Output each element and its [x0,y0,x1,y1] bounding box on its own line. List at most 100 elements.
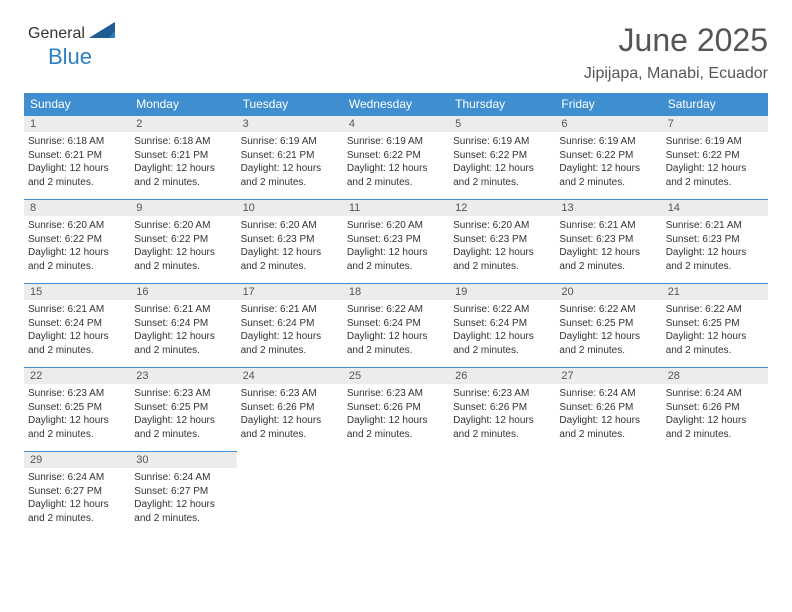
day-number: 4 [343,116,449,132]
day-number: 22 [24,368,130,384]
day-number: 15 [24,284,130,300]
day-details: Sunrise: 6:24 AMSunset: 6:27 PMDaylight:… [130,468,236,535]
sunset-line: Sunset: 6:26 PM [559,401,657,415]
daylight-line: Daylight: 12 hours and 2 minutes. [559,246,657,273]
day-details: Sunrise: 6:19 AMSunset: 6:22 PMDaylight:… [343,132,449,199]
day-number: 6 [555,116,661,132]
sunrise-line: Sunrise: 6:19 AM [453,135,551,149]
calendar-cell: 26Sunrise: 6:23 AMSunset: 6:26 PMDayligh… [449,368,555,452]
daylight-line: Daylight: 12 hours and 2 minutes. [666,162,764,189]
day-details: Sunrise: 6:19 AMSunset: 6:22 PMDaylight:… [449,132,555,199]
day-number: 7 [662,116,768,132]
day-details: Sunrise: 6:20 AMSunset: 6:22 PMDaylight:… [24,216,130,283]
sunrise-line: Sunrise: 6:18 AM [28,135,126,149]
calendar-cell: 8Sunrise: 6:20 AMSunset: 6:22 PMDaylight… [24,200,130,284]
sunrise-line: Sunrise: 6:21 AM [559,219,657,233]
day-details: Sunrise: 6:21 AMSunset: 6:24 PMDaylight:… [130,300,236,367]
sunrise-line: Sunrise: 6:21 AM [241,303,339,317]
daylight-line: Daylight: 12 hours and 2 minutes. [453,162,551,189]
weekday-header-row: Sunday Monday Tuesday Wednesday Thursday… [24,93,768,116]
sunset-line: Sunset: 6:23 PM [347,233,445,247]
sunrise-line: Sunrise: 6:23 AM [347,387,445,401]
sunset-line: Sunset: 6:23 PM [453,233,551,247]
daylight-line: Daylight: 12 hours and 2 minutes. [134,246,232,273]
sunset-line: Sunset: 6:22 PM [134,233,232,247]
weekday-header: Tuesday [237,93,343,116]
daylight-line: Daylight: 12 hours and 2 minutes. [559,414,657,441]
day-number: 11 [343,200,449,216]
calendar-cell: 14Sunrise: 6:21 AMSunset: 6:23 PMDayligh… [662,200,768,284]
calendar-cell: 29Sunrise: 6:24 AMSunset: 6:27 PMDayligh… [24,452,130,536]
day-details: Sunrise: 6:21 AMSunset: 6:23 PMDaylight:… [555,216,661,283]
day-details: Sunrise: 6:22 AMSunset: 6:25 PMDaylight:… [662,300,768,367]
day-details: Sunrise: 6:20 AMSunset: 6:23 PMDaylight:… [343,216,449,283]
logo-triangle-icon [89,22,115,45]
calendar-cell: 1Sunrise: 6:18 AMSunset: 6:21 PMDaylight… [24,116,130,200]
day-number: 30 [130,452,236,468]
sunset-line: Sunset: 6:23 PM [559,233,657,247]
day-number: 29 [24,452,130,468]
daylight-line: Daylight: 12 hours and 2 minutes. [559,162,657,189]
daylight-line: Daylight: 12 hours and 2 minutes. [28,414,126,441]
daylight-line: Daylight: 12 hours and 2 minutes. [453,414,551,441]
sunset-line: Sunset: 6:22 PM [559,149,657,163]
sunset-line: Sunset: 6:21 PM [241,149,339,163]
weekday-header: Monday [130,93,236,116]
weekday-header: Friday [555,93,661,116]
sunrise-line: Sunrise: 6:22 AM [453,303,551,317]
daylight-line: Daylight: 12 hours and 2 minutes. [666,330,764,357]
sunset-line: Sunset: 6:24 PM [134,317,232,331]
day-details: Sunrise: 6:19 AMSunset: 6:22 PMDaylight:… [662,132,768,199]
daylight-line: Daylight: 12 hours and 2 minutes. [241,246,339,273]
sunrise-line: Sunrise: 6:24 AM [28,471,126,485]
day-details: Sunrise: 6:21 AMSunset: 6:24 PMDaylight:… [237,300,343,367]
daylight-line: Daylight: 12 hours and 2 minutes. [28,162,126,189]
calendar-cell: 15Sunrise: 6:21 AMSunset: 6:24 PMDayligh… [24,284,130,368]
sunrise-line: Sunrise: 6:20 AM [134,219,232,233]
calendar-cell: 18Sunrise: 6:22 AMSunset: 6:24 PMDayligh… [343,284,449,368]
daylight-line: Daylight: 12 hours and 2 minutes. [241,162,339,189]
sunrise-line: Sunrise: 6:19 AM [666,135,764,149]
calendar-cell [449,452,555,536]
day-number: 18 [343,284,449,300]
sunset-line: Sunset: 6:21 PM [28,149,126,163]
weekday-header: Thursday [449,93,555,116]
calendar-cell: 16Sunrise: 6:21 AMSunset: 6:24 PMDayligh… [130,284,236,368]
calendar-week-row: 8Sunrise: 6:20 AMSunset: 6:22 PMDaylight… [24,200,768,284]
daylight-line: Daylight: 12 hours and 2 minutes. [134,414,232,441]
sunset-line: Sunset: 6:25 PM [559,317,657,331]
daylight-line: Daylight: 12 hours and 2 minutes. [134,498,232,525]
day-details: Sunrise: 6:22 AMSunset: 6:24 PMDaylight:… [449,300,555,367]
day-number: 17 [237,284,343,300]
calendar-cell: 27Sunrise: 6:24 AMSunset: 6:26 PMDayligh… [555,368,661,452]
day-number: 19 [449,284,555,300]
sunset-line: Sunset: 6:22 PM [453,149,551,163]
calendar-cell: 21Sunrise: 6:22 AMSunset: 6:25 PMDayligh… [662,284,768,368]
day-details: Sunrise: 6:23 AMSunset: 6:26 PMDaylight:… [343,384,449,451]
day-details: Sunrise: 6:22 AMSunset: 6:24 PMDaylight:… [343,300,449,367]
sunrise-line: Sunrise: 6:19 AM [559,135,657,149]
sunset-line: Sunset: 6:26 PM [347,401,445,415]
day-number: 28 [662,368,768,384]
sunset-line: Sunset: 6:25 PM [134,401,232,415]
weekday-header: Sunday [24,93,130,116]
calendar-cell: 3Sunrise: 6:19 AMSunset: 6:21 PMDaylight… [237,116,343,200]
calendar-body: 1Sunrise: 6:18 AMSunset: 6:21 PMDaylight… [24,116,768,536]
sunrise-line: Sunrise: 6:21 AM [28,303,126,317]
sunset-line: Sunset: 6:27 PM [28,485,126,499]
sunset-line: Sunset: 6:24 PM [453,317,551,331]
page-header: June 2025 Jipijapa, Manabi, Ecuador [24,22,768,83]
sunrise-line: Sunrise: 6:19 AM [347,135,445,149]
daylight-line: Daylight: 12 hours and 2 minutes. [453,246,551,273]
day-details: Sunrise: 6:18 AMSunset: 6:21 PMDaylight:… [130,132,236,199]
calendar-cell: 11Sunrise: 6:20 AMSunset: 6:23 PMDayligh… [343,200,449,284]
day-details: Sunrise: 6:21 AMSunset: 6:23 PMDaylight:… [662,216,768,283]
day-number: 9 [130,200,236,216]
sunset-line: Sunset: 6:26 PM [453,401,551,415]
calendar-week-row: 22Sunrise: 6:23 AMSunset: 6:25 PMDayligh… [24,368,768,452]
day-details: Sunrise: 6:20 AMSunset: 6:23 PMDaylight:… [237,216,343,283]
calendar-week-row: 29Sunrise: 6:24 AMSunset: 6:27 PMDayligh… [24,452,768,536]
calendar-week-row: 15Sunrise: 6:21 AMSunset: 6:24 PMDayligh… [24,284,768,368]
daylight-line: Daylight: 12 hours and 2 minutes. [347,246,445,273]
daylight-line: Daylight: 12 hours and 2 minutes. [666,414,764,441]
